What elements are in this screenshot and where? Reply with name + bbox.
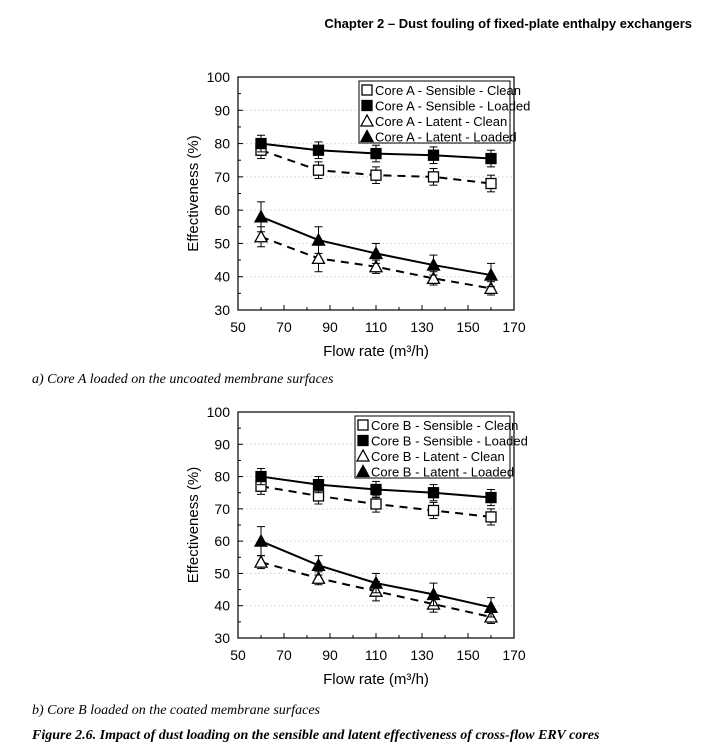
x-tick-label: 150 — [456, 647, 480, 663]
data-point — [311, 251, 326, 265]
data-point — [483, 267, 499, 281]
data-point — [253, 209, 269, 223]
data-point — [426, 587, 441, 601]
legend-entry: Core A - Sensible - Clean — [375, 83, 521, 98]
plot-frame — [237, 76, 515, 311]
data-point — [312, 478, 325, 491]
legend-marker — [355, 448, 371, 462]
y-tick-label: 80 — [214, 469, 230, 485]
data-point — [485, 491, 497, 504]
data-point — [483, 281, 499, 295]
x-tick-label: 90 — [322, 647, 338, 663]
data-point — [370, 169, 382, 181]
data-point — [253, 229, 269, 243]
y-tick-label: 90 — [214, 102, 230, 118]
y-tick-label: 80 — [214, 136, 230, 152]
legend-entry: Core B - Latent - Clean — [371, 449, 505, 464]
y-tick-label: 30 — [214, 302, 230, 318]
x-tick-label: 170 — [502, 319, 526, 335]
y-tick-label: 70 — [214, 501, 230, 517]
data-point — [427, 504, 440, 517]
data-point — [255, 470, 267, 483]
x-tick-label: 150 — [456, 319, 480, 335]
legend-marker — [361, 99, 373, 112]
legend-box — [354, 415, 511, 479]
x-tick-label: 50 — [230, 319, 246, 335]
data-point — [253, 533, 269, 547]
x-tick-label: 70 — [276, 647, 292, 663]
y-tick-label: 40 — [214, 269, 230, 285]
legend-marker — [355, 464, 371, 478]
subcaption-a: a) Core A loaded on the uncoated membran… — [32, 372, 334, 387]
x-tick-label: 110 — [365, 319, 388, 335]
legend-box — [358, 80, 511, 144]
y-axis-label: Effectiveness (%) — [185, 135, 202, 251]
data-point — [485, 152, 497, 165]
y-tick-label: 70 — [214, 169, 230, 185]
y-tick-label: 50 — [214, 235, 230, 251]
chart-core-a: 30 40 50 60 70 80 90 100 50 70 90 110 130 150 170 Flow … — [185, 69, 530, 360]
data-point — [311, 557, 326, 572]
y-tick-label: 30 — [214, 630, 230, 646]
legend-entry: Core B - Latent - Loaded — [371, 465, 514, 480]
y-tick-label: 100 — [207, 69, 231, 85]
legend-marker — [357, 434, 369, 447]
x-tick-label: 90 — [322, 319, 338, 335]
data-point — [311, 232, 326, 246]
legend-entry: Core A - Latent - Clean — [375, 114, 507, 129]
data-point — [312, 144, 325, 156]
data-point — [485, 511, 497, 523]
data-point — [427, 149, 440, 161]
page-header: Chapter 2 – Dust fouling of fixed-plate … — [324, 16, 692, 31]
y-axis-label: Effectiveness (%) — [185, 467, 202, 583]
data-point — [368, 259, 384, 273]
x-tick-label: 170 — [502, 647, 526, 663]
plot-frame — [237, 411, 515, 639]
data-point — [370, 498, 382, 510]
y-tick-label: 50 — [214, 565, 230, 581]
data-point — [427, 487, 440, 499]
y-tick-label: 60 — [214, 533, 230, 549]
x-axis-label: Flow rate (m³/h) — [323, 343, 429, 360]
data-point — [255, 137, 267, 150]
legend-marker — [359, 129, 375, 143]
x-tick-label: 50 — [230, 647, 246, 663]
data-point — [426, 257, 441, 271]
legend-marker — [361, 84, 373, 96]
data-point — [311, 570, 326, 584]
legend-entry: Core A - Sensible - Loaded — [375, 99, 530, 114]
legend-marker — [357, 419, 369, 431]
legend-entry: Core A - Latent - Loaded — [375, 130, 517, 145]
y-tick-label: 40 — [214, 598, 230, 614]
x-tick-label: 70 — [276, 319, 292, 335]
x-tick-label: 110 — [365, 647, 388, 663]
data-point — [253, 554, 269, 568]
y-tick-label: 60 — [214, 202, 230, 218]
chart-core-b: 30 40 50 60 70 80 90 100 50 70 90 110 130 150 170 Flow … — [185, 404, 528, 688]
data-point — [368, 246, 384, 260]
legend-entry: Core B - Sensible - Clean — [371, 418, 518, 433]
data-point — [370, 483, 382, 496]
data-point — [370, 147, 382, 160]
legend-marker — [359, 113, 375, 127]
figure-caption: Figure 2.6. Impact of dust loading on th… — [32, 728, 600, 743]
data-point — [426, 271, 441, 285]
y-tick-label: 100 — [207, 404, 231, 420]
y-tick-label: 90 — [214, 436, 230, 452]
data-point — [368, 575, 384, 589]
x-tick-label: 130 — [410, 319, 434, 335]
legend-entry: Core B - Sensible - Loaded — [371, 434, 528, 449]
subcaption-b: b) Core B loaded on the coated membrane … — [32, 703, 320, 718]
data-point — [312, 164, 325, 176]
data-point — [485, 177, 497, 190]
data-point — [427, 171, 440, 183]
x-axis-label: Flow rate (m³/h) — [323, 671, 429, 688]
data-point — [483, 599, 499, 613]
x-tick-label: 130 — [410, 647, 434, 663]
